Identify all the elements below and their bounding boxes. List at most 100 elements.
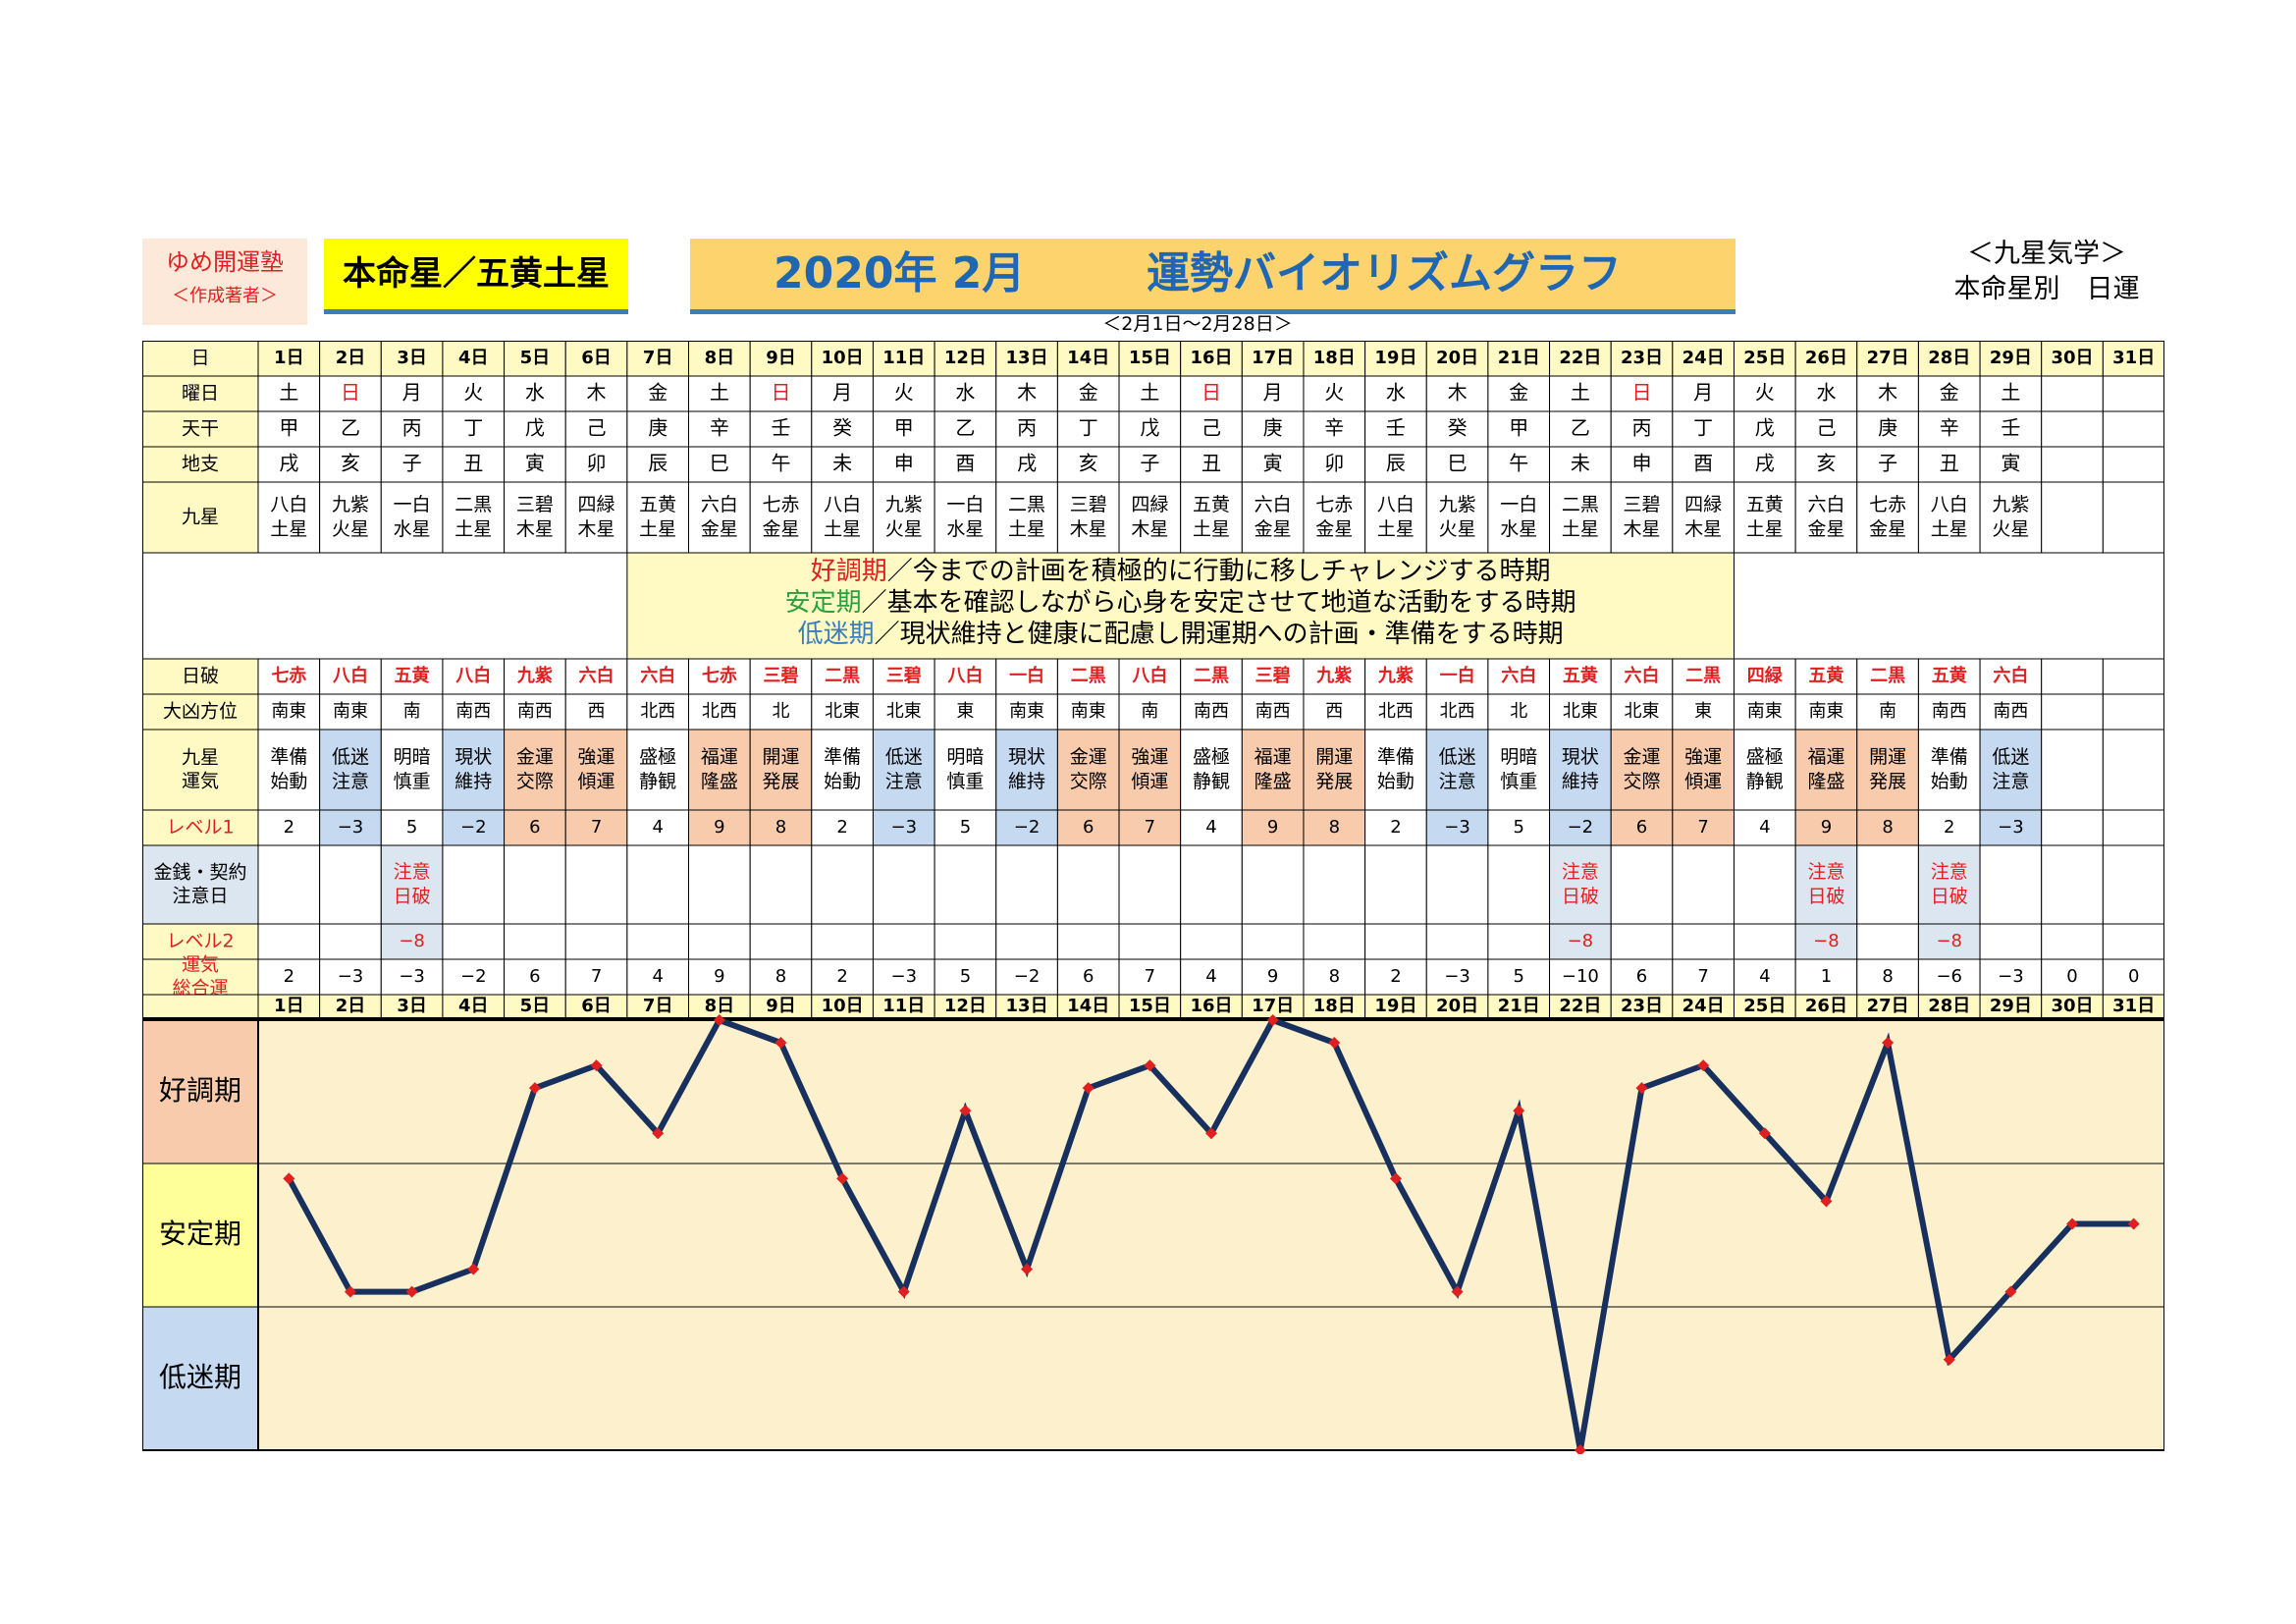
data-point <box>1758 1127 1771 1140</box>
tenkan: 丙 <box>1632 416 1652 440</box>
kyusei: 金星 <box>762 518 799 540</box>
total: 0 <box>2066 966 2077 987</box>
day-label: 9日 <box>766 996 796 1016</box>
cell <box>688 923 751 960</box>
cell <box>811 923 874 960</box>
chishi: 丑 <box>1201 452 1221 475</box>
row-label-cell <box>142 994 259 1019</box>
kyusei: 九紫 <box>332 494 369 515</box>
day-label: 22日 <box>1559 348 1601 368</box>
cell <box>2041 410 2104 448</box>
weekday: 土 <box>2001 381 2020 405</box>
day-label: 20日 <box>1436 348 1478 368</box>
cell <box>1118 481 1182 554</box>
day-label: 11日 <box>882 348 925 368</box>
unki: 現状 <box>454 746 492 768</box>
cell <box>811 844 874 925</box>
cell <box>1733 481 1796 554</box>
level1: −2 <box>1014 817 1041 838</box>
cell <box>1979 410 2043 448</box>
daikyo: 北 <box>772 701 789 722</box>
cell <box>319 844 382 925</box>
cell <box>1056 994 1120 1019</box>
tenkan: 辛 <box>1324 416 1344 440</box>
day-label: 9日 <box>766 348 796 368</box>
data-point <box>1328 1037 1341 1050</box>
daikyo: 南 <box>1879 701 1896 722</box>
unki: 始動 <box>1377 771 1415 792</box>
cell <box>1303 693 1366 731</box>
weekday: 木 <box>1448 381 1468 405</box>
cell <box>1917 693 1981 731</box>
cell <box>872 923 935 960</box>
cell <box>1241 693 1305 731</box>
cell <box>1364 958 1427 996</box>
cell <box>1610 410 1674 448</box>
cell <box>504 923 566 960</box>
cell <box>811 375 874 412</box>
tenkan: 戊 <box>1755 416 1775 440</box>
kyusei: 七赤 <box>762 494 799 515</box>
hiha: 八白 <box>333 665 368 686</box>
level1: 5 <box>406 817 417 838</box>
weekday: 水 <box>525 381 545 405</box>
kyusei: 火星 <box>332 518 369 540</box>
cell <box>1364 729 1427 811</box>
day-label: 15日 <box>1129 348 1171 368</box>
level1: 2 <box>284 817 294 838</box>
day-label: 13日 <box>1006 996 1048 1016</box>
cell <box>1733 844 1796 925</box>
cell <box>626 958 690 996</box>
row-label: 金銭・契約 <box>153 862 246 884</box>
tenkan: 庚 <box>1878 416 1897 440</box>
total: −2 <box>460 966 487 987</box>
unki: 傾運 <box>578 771 615 792</box>
cell <box>1487 958 1551 996</box>
cell <box>257 658 321 695</box>
cell <box>1487 923 1551 960</box>
kyusei: 土星 <box>1193 518 1230 540</box>
cell <box>1610 958 1674 996</box>
kyusei: 九紫 <box>885 494 923 515</box>
chishi: 亥 <box>1079 452 1098 475</box>
weekday: 月 <box>402 381 422 405</box>
unki: 金運 <box>1070 746 1107 768</box>
cell <box>688 410 751 448</box>
unki: 現状 <box>1562 746 1599 768</box>
honmei-star-label: 本命星／五黄土星 <box>324 239 628 314</box>
day-label: 1日 <box>274 996 304 1016</box>
cell <box>257 844 321 925</box>
cell <box>872 994 935 1019</box>
hiha: 八白 <box>455 665 491 686</box>
data-point <box>1451 1285 1464 1298</box>
kyusei: 八白 <box>1931 494 1968 515</box>
unki: 福運 <box>701 746 738 768</box>
cell <box>2041 729 2104 811</box>
kyusei-kigaku-label: ＜九星気学＞ <box>1967 239 2126 269</box>
cell <box>1979 481 2043 554</box>
cell <box>1549 729 1612 811</box>
weekday: 月 <box>1693 381 1713 405</box>
daikyo: 南 <box>1141 701 1158 722</box>
cell <box>1241 446 1305 483</box>
hiha: 二黒 <box>1071 666 1106 686</box>
daikyo: 南 <box>403 701 421 722</box>
daikyo: 南西 <box>1255 701 1291 722</box>
cell <box>1425 923 1489 960</box>
cell <box>380 994 444 1019</box>
hiha: 五黄 <box>1808 665 1843 686</box>
cell <box>749 410 813 448</box>
unki: 隆盛 <box>1255 771 1292 792</box>
daikyo: 北東 <box>825 701 860 722</box>
cell <box>1672 481 1735 554</box>
daikyo: 東 <box>956 701 974 722</box>
data-point <box>1021 1263 1034 1275</box>
cell <box>504 481 566 554</box>
cell <box>1610 994 1674 1019</box>
tenkan: 乙 <box>1571 416 1590 440</box>
day-label: 10日 <box>822 348 864 368</box>
unki: 開運 <box>762 746 799 768</box>
cell <box>626 923 690 960</box>
hiha: 三碧 <box>886 665 922 686</box>
weekday: 水 <box>1816 381 1836 405</box>
